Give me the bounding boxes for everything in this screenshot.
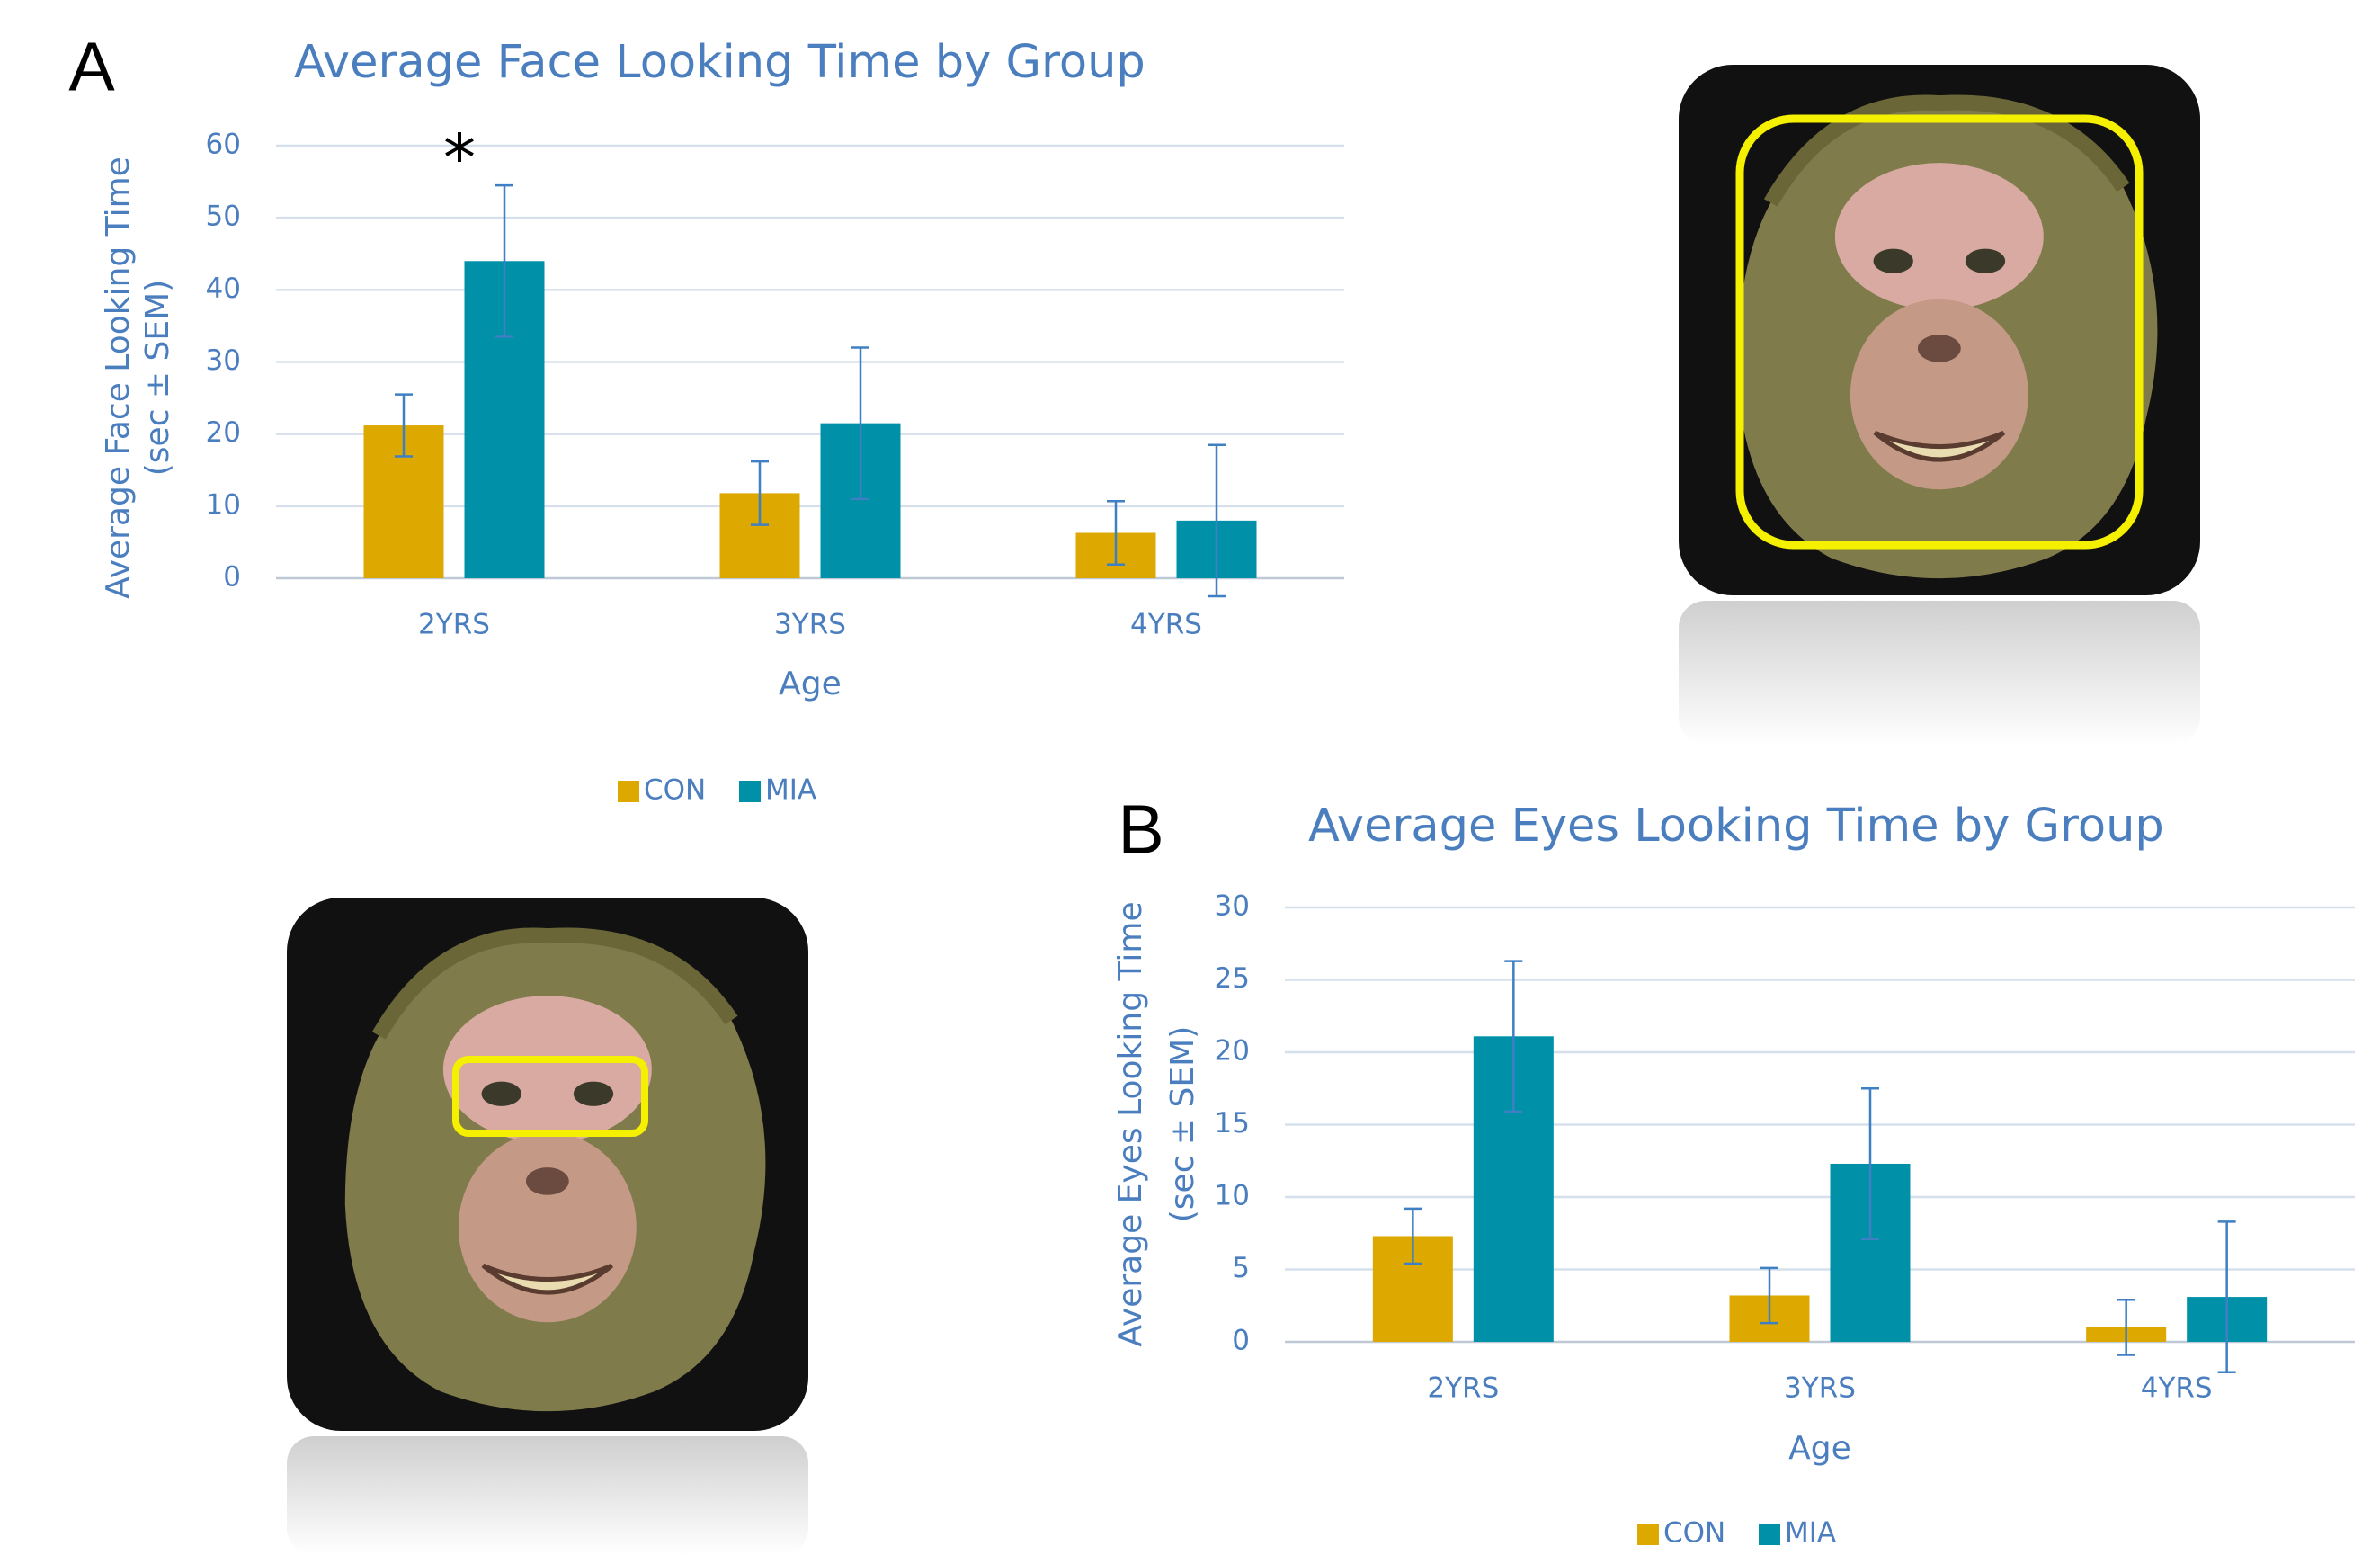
y-tick-label: 0 bbox=[1232, 1325, 1250, 1357]
y-tick-label: 5 bbox=[1232, 1252, 1250, 1284]
y-axis-title: (sec ± SEM) bbox=[1164, 1026, 1201, 1223]
legend-swatch bbox=[739, 781, 761, 802]
y-tick-label: 50 bbox=[206, 201, 241, 233]
y-tick-label: 10 bbox=[1215, 1180, 1250, 1212]
y-axis-title: Average Face Looking Time bbox=[100, 156, 137, 599]
reflection bbox=[287, 1436, 808, 1555]
y-tick-label: 25 bbox=[1215, 962, 1250, 995]
x-tick-label: 2YRS bbox=[1427, 1372, 1499, 1405]
x-axis-title: Age bbox=[779, 666, 842, 702]
x-tick-label: 4YRS bbox=[2141, 1372, 2213, 1405]
y-tick-label: 20 bbox=[206, 416, 241, 449]
y-tick-label: 20 bbox=[1215, 1035, 1250, 1068]
x-tick-label: 3YRS bbox=[1784, 1372, 1856, 1405]
y-tick-label: 10 bbox=[206, 488, 241, 521]
monkey-face bbox=[1737, 103, 2158, 578]
y-axis-title: Average Eyes Looking Time bbox=[1112, 901, 1149, 1346]
legend-swatch bbox=[1759, 1524, 1780, 1545]
y-tick-label: 30 bbox=[206, 344, 241, 377]
y-tick-label: 60 bbox=[206, 129, 241, 161]
chart-title: Average Face Looking Time by Group bbox=[294, 36, 1145, 89]
legend-swatch bbox=[1637, 1524, 1659, 1545]
panel-label: A bbox=[68, 28, 115, 105]
x-axis-title: Age bbox=[1788, 1430, 1851, 1467]
monkey-face bbox=[345, 935, 766, 1411]
y-tick-label: 40 bbox=[206, 273, 241, 305]
x-tick-label: 4YRS bbox=[1130, 609, 1202, 641]
reflection bbox=[1679, 601, 2200, 745]
legend-label: MIA bbox=[1785, 1517, 1836, 1550]
x-tick-label: 3YRS bbox=[774, 609, 846, 641]
legend-swatch bbox=[618, 781, 639, 802]
legend-label: CON bbox=[644, 774, 706, 807]
legend-label: MIA bbox=[765, 774, 816, 807]
figure: A Average Face Looking Time by Group 0 10 20… bbox=[0, 0, 2380, 1555]
x-tick-label: 2YRS bbox=[418, 609, 490, 641]
legend-label: CON bbox=[1663, 1517, 1725, 1550]
panel-label: B bbox=[1118, 791, 1163, 868]
significance-marker: * bbox=[443, 121, 476, 196]
y-tick-label: 0 bbox=[223, 561, 241, 594]
y-axis-title: (sec ± SEM) bbox=[139, 280, 176, 477]
image-eyes-roi bbox=[287, 898, 808, 1555]
y-tick-label: 15 bbox=[1215, 1107, 1250, 1139]
y-tick-label: 30 bbox=[1215, 890, 1250, 923]
image-face-roi bbox=[1679, 65, 2200, 745]
chart-title: Average Eyes Looking Time by Group bbox=[1308, 800, 2164, 853]
